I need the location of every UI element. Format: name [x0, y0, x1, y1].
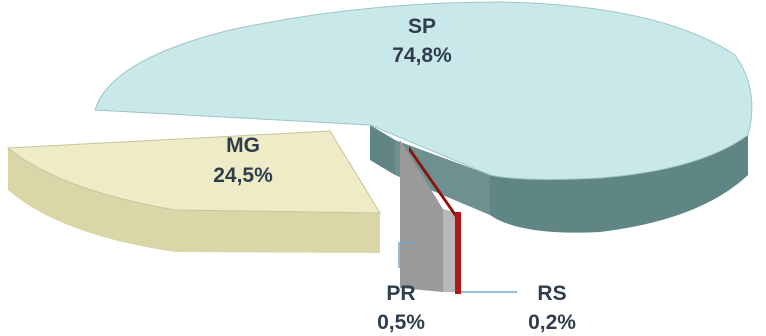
- slice-pr: [400, 140, 455, 292]
- slice-rs: [409, 146, 461, 294]
- slice-value-sp: 74,8%: [392, 44, 452, 67]
- slice-value-rs: 0,2%: [528, 311, 576, 334]
- slice-label-sp: SP: [408, 15, 436, 38]
- slice-sp-top: [94, 1, 753, 180]
- slice-pr-side: [400, 140, 443, 292]
- slice-sp-side: [370, 125, 395, 175]
- slice-label-mg: MG: [226, 134, 260, 157]
- slice-label-rs: RS: [537, 282, 566, 305]
- leader-line-pr: [398, 242, 415, 268]
- slice-rs-edge: [409, 146, 455, 217]
- slice-mg: [6, 130, 381, 253]
- slice-label-pr: PR: [386, 282, 415, 305]
- slice-pr-face: [443, 209, 455, 292]
- slice-mg-top: [6, 130, 381, 214]
- slice-mg-side: [8, 148, 380, 253]
- slice-value-mg: 24,5%: [213, 164, 273, 187]
- slice-sp-side-outer: [490, 135, 748, 233]
- slice-value-pr: 0,5%: [377, 311, 425, 334]
- slice-sp: [94, 1, 753, 233]
- slice-rs-face: [455, 212, 461, 294]
- slice-sp-side-inner: [395, 140, 490, 215]
